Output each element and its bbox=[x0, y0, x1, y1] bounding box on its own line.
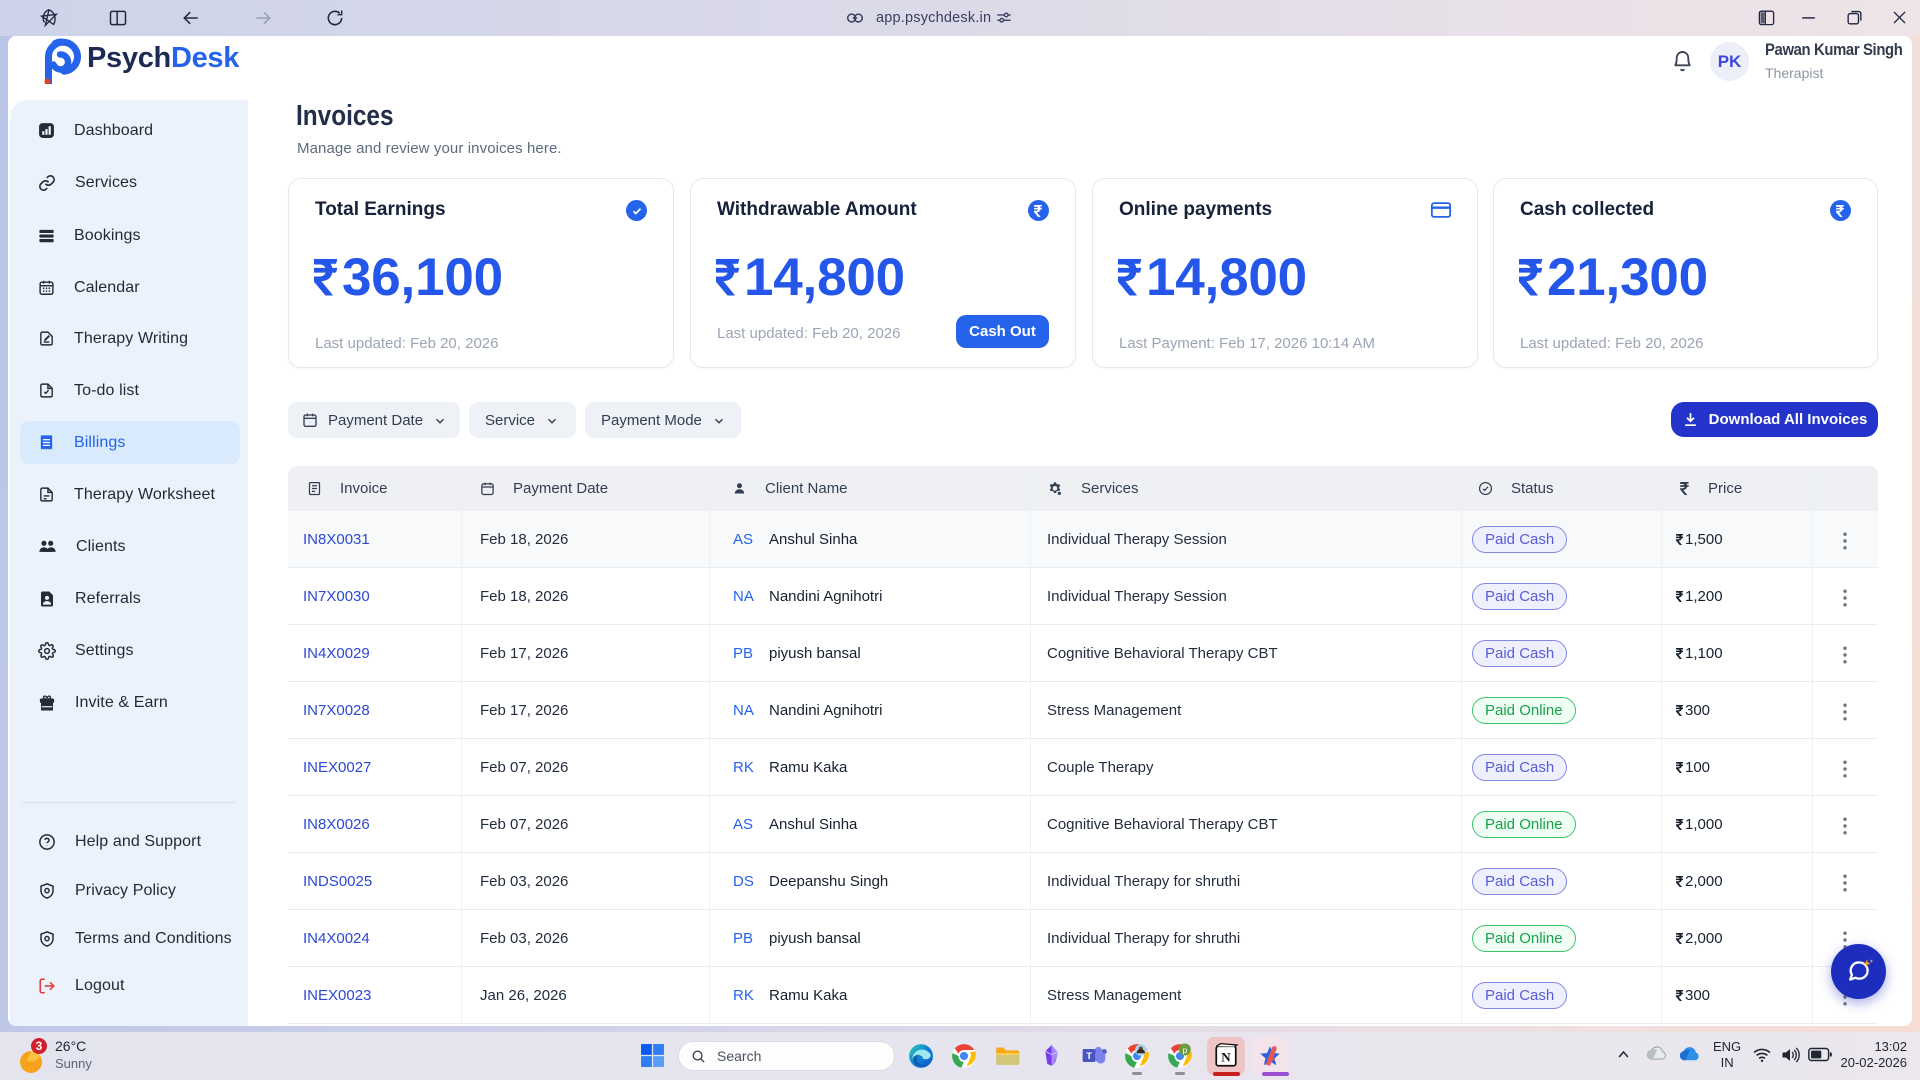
svg-text:T: T bbox=[1086, 1051, 1092, 1061]
svg-text:p: p bbox=[1182, 1045, 1187, 1055]
svg-text:N: N bbox=[1221, 1049, 1231, 1064]
svg-text:3: 3 bbox=[36, 1039, 43, 1053]
